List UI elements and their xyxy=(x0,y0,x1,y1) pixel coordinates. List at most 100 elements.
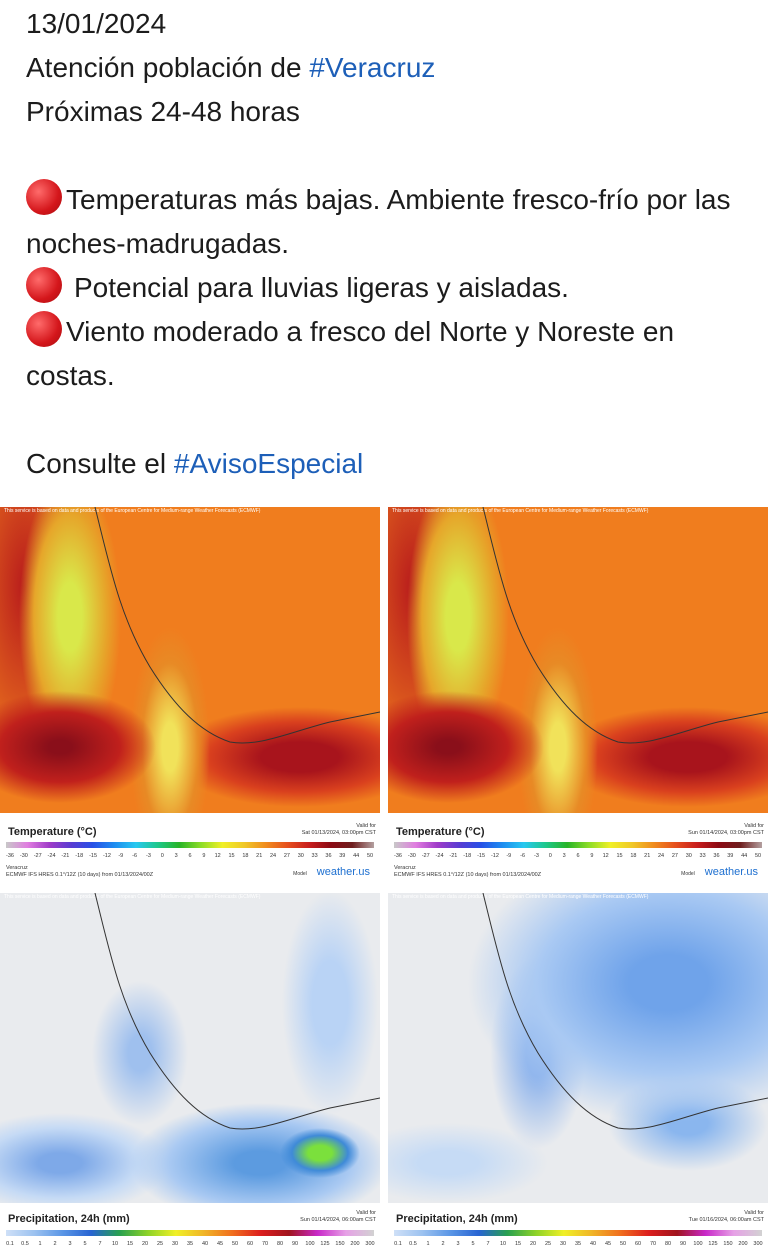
legend-title: Precipitation, 24h (mm) xyxy=(396,1213,518,1225)
colorbar xyxy=(394,1230,762,1236)
colorbar-label: -15 xyxy=(477,853,486,859)
colorbar-label: 6 xyxy=(576,853,580,859)
colorbar-label: 36 xyxy=(325,853,332,859)
colorbar-label: 300 xyxy=(365,1241,375,1247)
post-line: Próximas 24-48 horas xyxy=(26,96,300,127)
hashtag[interactable]: #AvisoEspecial xyxy=(173,448,364,479)
colorbar-label: -12 xyxy=(490,853,499,859)
colorbar-label: 18 xyxy=(242,853,249,859)
colorbar-label: 44 xyxy=(353,853,360,859)
bullet: Potencial para lluvias ligeras y aislada… xyxy=(26,266,756,310)
colorbar-label: 30 xyxy=(559,1241,567,1247)
colorbar-label: 3 xyxy=(174,853,178,859)
model-info: Veracruz ECMWF IFS HRES 0.1°/12Z (10 days… xyxy=(394,865,541,879)
colorbar-labels: -36 -30 -27 -24 -21 -18 -15 -12 -9 -6 -3 0 3 6 9 12 15 18… xyxy=(394,853,762,860)
model-run: ECMWF IFS HRES 0.1°/12Z (10 days) from 0… xyxy=(6,872,154,878)
colorbar-label: -36 xyxy=(394,853,402,859)
colorbar-label: 125 xyxy=(708,1241,718,1247)
colorbar-label: 200 xyxy=(738,1241,748,1247)
text: Consulte el xyxy=(26,448,174,479)
colorbar-label: 0.5 xyxy=(409,1241,417,1247)
colorbar-label: 44 xyxy=(741,853,748,859)
colorbar-label: 40 xyxy=(589,1241,597,1247)
colorbar-label: -27 xyxy=(421,853,430,859)
valid-label: Valid for xyxy=(744,1210,764,1216)
colorbar-label: 2 xyxy=(53,1241,57,1247)
temperature-map: This service is based on data and produc… xyxy=(388,507,768,813)
colorbar-label: 24 xyxy=(658,853,665,859)
colorbar-label: 150 xyxy=(335,1241,345,1247)
bullet-text: Potencial para lluvias ligeras y aislada… xyxy=(74,272,569,303)
colorbar-label: 150 xyxy=(723,1241,733,1247)
legend-title: Precipitation, 24h (mm) xyxy=(8,1213,130,1225)
colorbar-label: 45 xyxy=(604,1241,612,1247)
region: Veracruz xyxy=(6,865,28,871)
colorbar-label: 35 xyxy=(574,1241,582,1247)
colorbar-label: 33 xyxy=(699,853,706,859)
colorbar-label: 33 xyxy=(311,853,318,859)
red-circle-icon xyxy=(26,311,62,347)
colorbar-label: -9 xyxy=(506,853,512,859)
colorbar-label: 3 xyxy=(68,1241,72,1247)
colorbar-label: -9 xyxy=(118,853,124,859)
post-line: Atención población de #Veracruz xyxy=(26,46,756,90)
colorbar-label: 0 xyxy=(548,853,552,859)
colorbar-label: 1 xyxy=(426,1241,430,1247)
colorbar-label: 20 xyxy=(141,1241,149,1247)
colorbar-label: 300 xyxy=(753,1241,763,1247)
colorbar-label: 70 xyxy=(261,1241,269,1247)
colorbar-label: -18 xyxy=(75,853,84,859)
region: Veracruz xyxy=(394,865,416,871)
bullet: Viento moderado a fresco del Norte y Nor… xyxy=(26,310,756,398)
valid-time: Valid for Sun 01/14/2024, 03:00pm CST xyxy=(688,823,764,837)
brand-name: weather.us xyxy=(704,866,758,878)
valid-time: Valid for Sat 01/13/2024, 03:00pm CST xyxy=(302,823,376,837)
legend-title: Temperature (°C) xyxy=(396,826,485,838)
precipitation-panel[interactable]: This service is based on data and produc… xyxy=(388,893,768,1257)
colorbar-label: -3 xyxy=(534,853,539,859)
hashtag[interactable]: #Veracruz xyxy=(309,52,436,83)
model-label: Model xyxy=(293,871,307,877)
colorbar-label: 10 xyxy=(111,1241,119,1247)
valid-label: Valid for xyxy=(744,823,764,829)
temperature-panel[interactable]: This service is based on data and produc… xyxy=(0,507,380,890)
colorbar xyxy=(394,842,762,848)
post-text: 13/01/2024 Atención población de #Veracr… xyxy=(26,2,756,486)
colorbar-label: 15 xyxy=(228,853,235,859)
precipitation-map: This service is based on data and produc… xyxy=(388,893,768,1203)
colorbar-label: 12 xyxy=(602,853,609,859)
colorbar-label: 15 xyxy=(514,1241,522,1247)
colorbar-label: -36 xyxy=(6,853,14,859)
colorbar-label: 30 xyxy=(297,853,304,859)
colorbar-label: 5 xyxy=(471,1241,475,1247)
colorbar-label: 25 xyxy=(544,1241,552,1247)
precipitation-panel[interactable]: This service is based on data and produc… xyxy=(0,893,380,1257)
colorbar-label: 90 xyxy=(291,1241,299,1247)
coast-path xyxy=(94,507,380,744)
colorbar xyxy=(6,842,374,848)
bullet-text: Temperaturas más bajas. Ambiente fresco-… xyxy=(26,184,731,259)
post-line: Consulte el #AvisoEspecial xyxy=(26,442,756,486)
colorbar-label: -24 xyxy=(435,853,444,859)
colorbar-label: 60 xyxy=(634,1241,642,1247)
colorbar xyxy=(6,1230,374,1236)
valid-label: Valid for xyxy=(356,1210,376,1216)
post-date: 13/01/2024 xyxy=(26,8,167,39)
colorbar-label: 50 xyxy=(619,1241,627,1247)
colorbar-label: 39 xyxy=(727,853,734,859)
colorbar-label: 27 xyxy=(283,853,290,859)
colorbar-label: 15 xyxy=(126,1241,134,1247)
colorbar-label: 30 xyxy=(685,853,692,859)
colorbar-label: 9 xyxy=(202,853,206,859)
colorbar-label: 27 xyxy=(671,853,678,859)
coastline xyxy=(94,507,380,744)
temperature-panel[interactable]: This service is based on data and produc… xyxy=(388,507,768,890)
precipitation-map: This service is based on data and produc… xyxy=(0,893,380,1203)
valid-date: Sun 01/14/2024, 03:00pm CST xyxy=(688,830,764,836)
valid-date: Sun 01/14/2024, 06:00am CST xyxy=(300,1217,376,1223)
coast-path xyxy=(94,893,380,1130)
bullet: Temperaturas más bajas. Ambiente fresco-… xyxy=(26,178,756,266)
colorbar-label: 125 xyxy=(320,1241,330,1247)
bullet-text: Viento moderado a fresco del Norte y Nor… xyxy=(26,316,675,391)
colorbar-label: -6 xyxy=(132,853,138,859)
